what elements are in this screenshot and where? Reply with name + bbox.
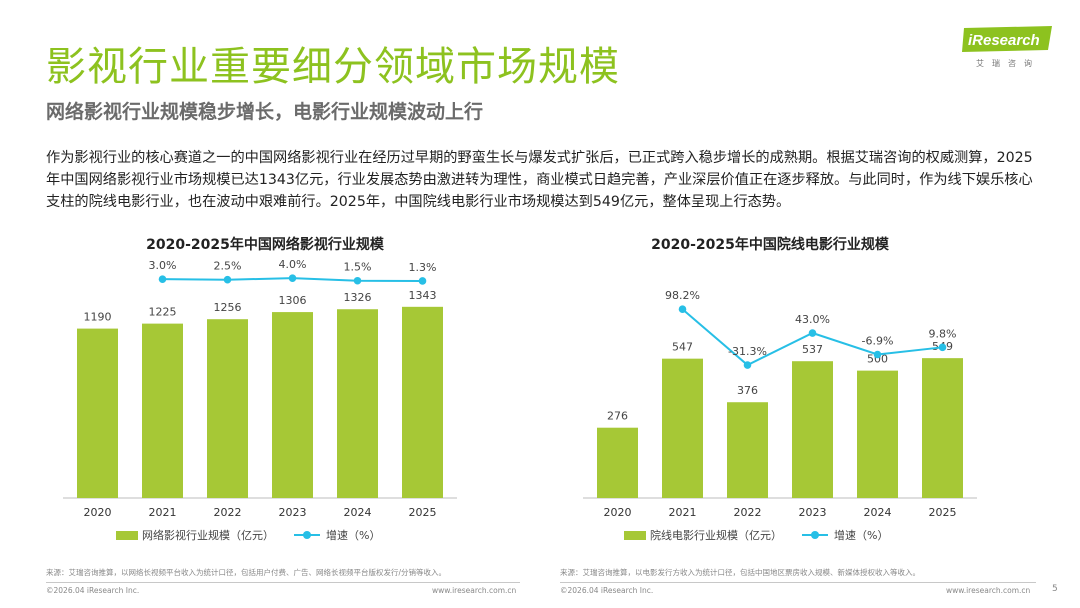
chart-online-video: 1190 2020 1225 2021 1256 2022 1306 2023 1326 2024…: [63, 258, 457, 519]
page-title: 影视行业重要细分领域市场规模: [46, 44, 620, 90]
bar-2024: [857, 370, 898, 498]
footer-divider-left: [46, 582, 520, 583]
source-note-online: 来源：艾瑞咨询推算，以网络长视频平台收入为统计口径，包括用户付费、广告、网络长视…: [46, 568, 447, 577]
footer-url-right: www.iresearch.com.cn: [946, 586, 1031, 595]
growth-label-2023: 4.0%: [279, 258, 307, 271]
x-tick-2024: 2024: [344, 506, 372, 519]
page-subtitle: 网络影视行业规模稳步增长，电影行业规模波动上行: [46, 101, 484, 123]
growth-point-2021: [158, 275, 167, 283]
chart-title-cinema: 2020-2025年中国院线电影行业规模: [651, 237, 889, 253]
growth-point-2023: [808, 329, 817, 337]
x-tick-2025: 2025: [409, 506, 437, 519]
growth-label-2024: 1.5%: [344, 261, 372, 274]
bar-label-2023: 537: [802, 343, 823, 356]
legend-cinema: 院线电影行业规模（亿元） 增速（%）: [624, 527, 888, 543]
x-tick-2020: 2020: [84, 506, 112, 519]
bar-2023: [792, 361, 833, 498]
growth-point-2025: [938, 343, 947, 352]
growth-label-2021: 98.2%: [665, 289, 700, 302]
logo-badge-shape: [962, 26, 1052, 52]
growth-point-2023: [288, 274, 297, 282]
footer-copyright-left: ©2026.04 iResearch Inc.: [46, 586, 140, 595]
bar-2022: [727, 402, 768, 498]
x-tick-2020: 2020: [604, 506, 632, 519]
growth-point-2024: [353, 276, 362, 285]
chart-cinema: 2762020547202137620225372023500202454920…: [583, 289, 977, 519]
bar-2024: [337, 309, 378, 498]
growth-point-2025: [418, 277, 427, 285]
growth-label-2025: 1.3%: [409, 261, 437, 274]
growth-point-2022: [743, 361, 752, 369]
bar-2025: [402, 306, 443, 498]
bar-2021: [142, 323, 183, 498]
legend-line-swatch: [802, 531, 828, 539]
x-tick-2021: 2021: [669, 506, 697, 519]
legend-line-swatch: [294, 531, 320, 539]
growth-label-2022: 2.5%: [214, 260, 242, 273]
x-tick-2025: 2025: [929, 506, 957, 519]
growth-label-2023: 43.0%: [795, 313, 830, 326]
iresearch-logo: iResearch 艾瑞咨询: [962, 26, 1052, 72]
legend-bar-label: 网络影视行业规模（亿元）: [142, 529, 274, 542]
legend-online: 网络影视行业规模（亿元） 增速（%）: [116, 527, 380, 543]
body-paragraph: 作为影视行业的核心赛道之一的中国网络影视行业在经历过早期的野蛮生长与爆发式扩张后…: [46, 150, 1033, 210]
bar-label-2021: 1225: [149, 306, 177, 319]
source-note-cinema: 来源：艾瑞咨询推算，以电影发行方收入为统计口径，包括中国地区票房收入规模、新媒体…: [560, 568, 920, 577]
x-tick-2022: 2022: [214, 506, 242, 519]
bar-label-2022: 1256: [214, 301, 242, 314]
footer-copyright-right: ©2026.04 iResearch Inc.: [560, 586, 654, 595]
bar-2020: [77, 328, 118, 498]
x-tick-2024: 2024: [864, 506, 892, 519]
bar-2020: [597, 427, 638, 498]
legend-line-label: 增速（%）: [834, 529, 889, 542]
bar-label-2024: 1326: [344, 291, 372, 304]
x-tick-2023: 2023: [279, 506, 307, 519]
x-tick-2021: 2021: [149, 506, 177, 519]
bar-label-2020: 276: [607, 410, 628, 423]
growth-label-2022: -31.3%: [728, 345, 767, 358]
bar-label-2021: 547: [672, 341, 693, 354]
bar-2021: [662, 358, 703, 498]
chart-title-online: 2020-2025年中国网络影视行业规模: [146, 237, 384, 253]
bar-label-2022: 376: [737, 384, 758, 397]
growth-label-2021: 3.0%: [149, 259, 177, 272]
growth-label-2024: -6.9%: [862, 335, 894, 348]
logo-subtext: 艾瑞咨询: [976, 59, 1040, 68]
x-tick-2023: 2023: [799, 506, 827, 519]
legend-bar-swatch: [116, 530, 138, 540]
legend-bar-swatch: [624, 530, 646, 540]
bar-2022: [207, 319, 248, 498]
growth-label-2025: 9.8%: [929, 327, 957, 340]
bar-label-2023: 1306: [279, 294, 307, 307]
footer-url-left: www.iresearch.com.cn: [432, 586, 517, 595]
bar-2023: [272, 312, 313, 498]
x-tick-2022: 2022: [734, 506, 762, 519]
growth-point-2024: [873, 350, 882, 359]
footer-divider-right: [560, 582, 1036, 583]
bar-label-2025: 1343: [409, 289, 437, 302]
page-number: 5: [1052, 584, 1058, 594]
bar-2025: [922, 358, 963, 498]
bar-label-2024: 500: [867, 353, 888, 366]
bar-label-2020: 1190: [84, 311, 112, 324]
growth-point-2021: [678, 305, 687, 314]
legend-line-label: 增速（%）: [326, 529, 381, 542]
growth-point-2022: [223, 275, 232, 284]
legend-bar-label: 院线电影行业规模（亿元）: [650, 529, 782, 542]
logo-text: iResearch: [968, 32, 1040, 49]
